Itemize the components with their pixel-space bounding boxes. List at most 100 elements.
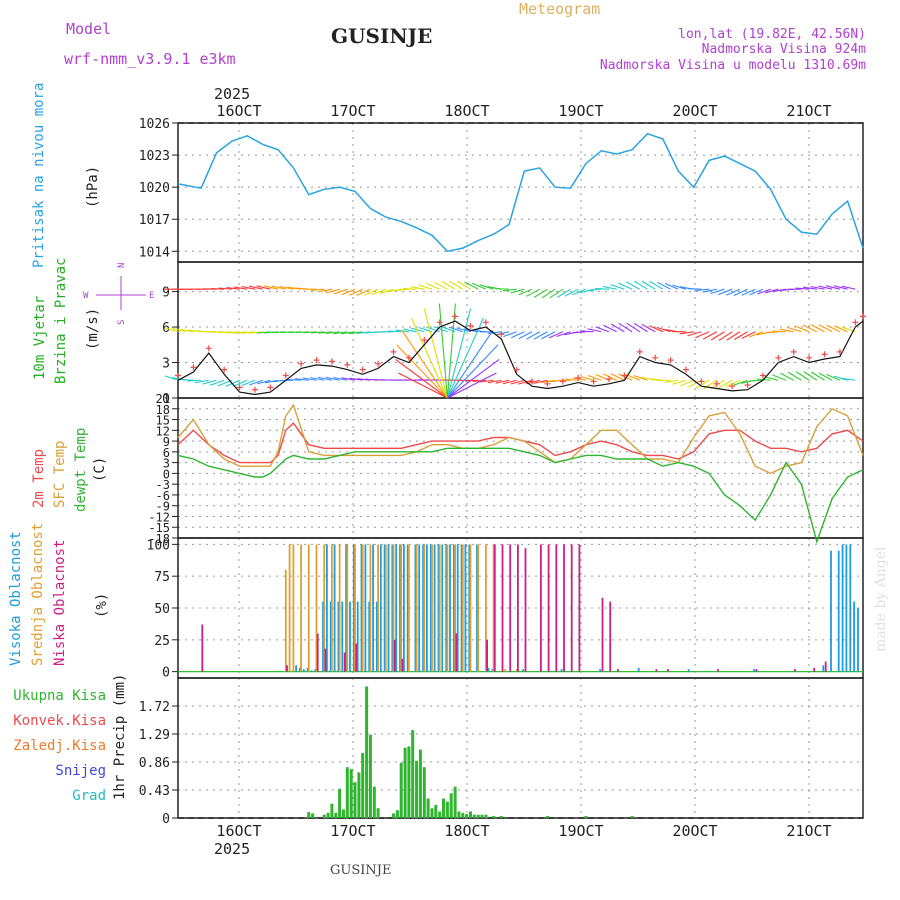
wind-barb (818, 324, 833, 333)
precip-bar (449, 793, 453, 818)
wind-barb (426, 282, 440, 290)
y-tick-label: 21 (156, 392, 170, 406)
precip-bar (361, 752, 365, 818)
wind-barb (326, 288, 340, 294)
cloud-bar-2 (455, 633, 458, 672)
wind-barb (764, 331, 779, 334)
cloud-bar-0 (349, 601, 351, 672)
cloud-bar-0 (360, 544, 363, 672)
wind-barb (441, 280, 456, 290)
cloud-bar-2 (517, 544, 519, 672)
cloud-bar-1 (338, 544, 341, 672)
wind-barb (218, 287, 232, 290)
cloud-bar-2 (813, 667, 816, 672)
compass-w-label: W (83, 291, 89, 301)
wind-barb (480, 379, 494, 383)
wind-barb (356, 288, 371, 296)
y-tick-label: 6 (163, 446, 170, 460)
wind-barb (811, 371, 825, 381)
wind-barb (564, 378, 579, 381)
precip-legend-snow: Snijeg (55, 763, 106, 779)
wind-barb (641, 280, 656, 290)
cloud-bar-0 (379, 544, 382, 672)
cloud-bar-1 (515, 669, 518, 672)
cloud-unit: (%) (94, 593, 110, 618)
model-name: wrf-nmm_v3.9.1 e3km (64, 50, 236, 68)
wind-barb (695, 288, 710, 292)
wind-barb (226, 286, 240, 290)
wind-barb (456, 280, 471, 290)
cloud-bar-1 (361, 544, 364, 672)
cloud-bar-0 (341, 601, 344, 672)
precip-bar (445, 801, 449, 818)
wind-barb (318, 288, 333, 293)
product-title: Meteogram (519, 0, 600, 18)
wind-barb (610, 323, 625, 333)
wind-gust-marker (190, 364, 197, 371)
date-tick-top: 17OCT (330, 102, 375, 120)
wind-barb (594, 288, 610, 290)
precip-bar (469, 811, 472, 818)
wind-gust-marker (682, 366, 689, 373)
cloud-bar-1 (292, 544, 295, 672)
cloud-bar-2 (547, 544, 550, 672)
wind-barb (718, 288, 733, 296)
wind-barb (433, 281, 448, 290)
wind-gust-marker (405, 354, 412, 361)
y-tick-label: 0.43 (139, 784, 170, 799)
wind-barb (302, 377, 317, 381)
y-tick-label: 1017 (139, 213, 170, 228)
cloud-bar-0 (337, 601, 340, 672)
cloud-bar-2 (355, 643, 358, 672)
y-tick-label: 18 (156, 403, 170, 417)
wind-title-2: Brzina i Pravac (53, 258, 69, 384)
wind-barb (810, 324, 825, 333)
precip-bar (365, 686, 369, 818)
precip-bar (434, 805, 438, 818)
cloud-bar-0 (391, 544, 394, 672)
y-tick-label: 0.86 (139, 756, 170, 771)
cloud-bar-2 (667, 669, 669, 672)
wind-barb (579, 330, 594, 333)
wind-barb (541, 288, 556, 299)
pressure-unit: (hPa) (85, 166, 101, 208)
cloud-bar-1 (300, 544, 302, 672)
y-tick-label: 75 (154, 570, 170, 585)
cloud-bar-0 (383, 544, 386, 672)
wind-barb (240, 331, 256, 334)
wind-gust-marker (698, 378, 705, 385)
cloud-bar-0 (418, 544, 421, 672)
wind-barb (779, 328, 794, 333)
wind-barb (825, 285, 841, 290)
cloud-bar-2 (401, 658, 404, 672)
date-tick-bottom: 18OCT (444, 822, 489, 840)
precip-bar (338, 788, 342, 818)
wind-barb (487, 379, 502, 384)
precip-bar (357, 772, 361, 818)
wind-barb (210, 287, 225, 290)
cloud-bar-1 (454, 544, 456, 672)
wind-gust-marker (860, 313, 866, 320)
pressure-line (177, 132, 864, 253)
wind-title-1: 10m Vjetar (32, 296, 48, 380)
cloud-bar-0 (845, 544, 848, 672)
y-tick-label: -3 (156, 478, 170, 492)
cloud-bar-2 (563, 544, 565, 672)
precip-bar (630, 816, 634, 818)
wind-gust-marker (744, 381, 751, 388)
cloud-bar-0 (830, 550, 832, 672)
cloud-bar-0 (329, 601, 332, 672)
wind-barb (502, 379, 517, 385)
precip-unit: 1hr Precip (mm) (112, 674, 128, 800)
temp-unit: (C) (92, 457, 108, 482)
wind-barb (687, 288, 702, 290)
wind-barb (733, 288, 748, 296)
wind-barb (541, 379, 556, 384)
y-tick-label: 9 (162, 286, 170, 301)
cloud-bar-0 (429, 544, 432, 672)
wind-barb (241, 285, 256, 290)
wind-barb (588, 374, 602, 381)
wind-barb (510, 379, 525, 385)
cloud-bar-0 (637, 667, 640, 672)
wind-barb (626, 322, 641, 333)
